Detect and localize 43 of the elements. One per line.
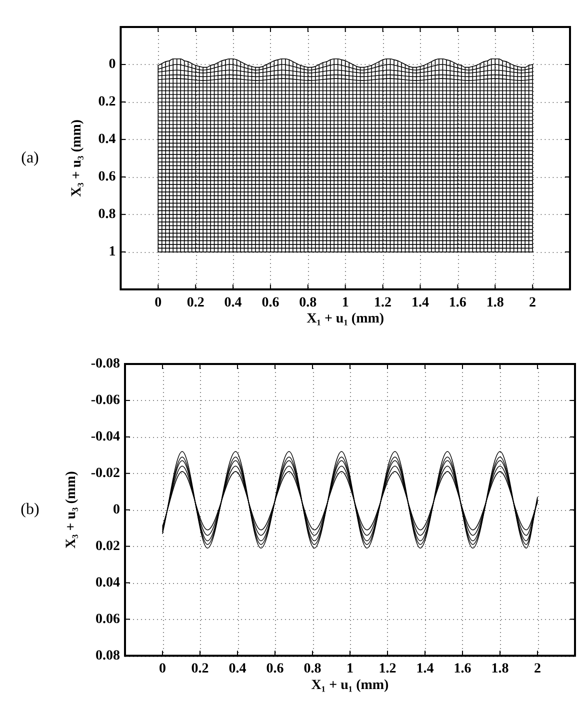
- x-tick-label: 1.4: [416, 662, 434, 677]
- x-tick-label: 2: [534, 662, 541, 677]
- x-tick-label: 0.4: [228, 662, 246, 677]
- y-tick-label: 0.08: [96, 648, 120, 664]
- y-tick-label: 0.6: [98, 170, 116, 185]
- x-tick-label: 1.8: [491, 662, 509, 677]
- x-tick-label: 1.4: [411, 295, 429, 310]
- y-tick-label: 0.4: [98, 132, 116, 148]
- y-tick-label: -0.06: [90, 393, 120, 408]
- x-tick-label: 1.2: [378, 662, 396, 677]
- x-tick-label: 0.8: [299, 295, 317, 310]
- y-tick-label: -0.04: [90, 430, 120, 445]
- x-tick-label: 1: [346, 662, 354, 677]
- x-tick-label: 0.2: [191, 662, 209, 677]
- x-tick-label: 0.6: [266, 662, 284, 677]
- x-axis-title: X₁ + u₁ (mm): [306, 312, 384, 327]
- x-tick-label: 2: [529, 295, 536, 310]
- y-tick-label: 0.02: [96, 538, 120, 554]
- y-tick-label: 0.06: [96, 612, 120, 627]
- x-tick-label: 0: [154, 295, 162, 310]
- y-axis-title: X₃ + u₃ (mm): [70, 119, 85, 197]
- text: (a): [21, 149, 39, 166]
- y-tick-label: 0: [113, 502, 120, 518]
- x-tick-label: 1.6: [448, 295, 466, 310]
- x-axis-title: X₁ + u₁ (mm): [311, 678, 390, 693]
- y-axis-title: X₃ + u₃ (mm): [64, 470, 80, 549]
- y-tick-label: 0.2: [98, 94, 116, 110]
- x-tick-label: 0: [159, 662, 166, 677]
- y-tick-label: 0: [108, 57, 116, 72]
- x-tick-label: 0.2: [186, 295, 204, 310]
- x-tick-label: 0.6: [262, 295, 280, 310]
- y-tick-label: -0.08: [90, 356, 120, 372]
- y-tick-label: 0.8: [98, 207, 116, 222]
- y-tick-label: -0.02: [90, 466, 120, 481]
- x-tick-label: 1.8: [486, 295, 504, 310]
- x-tick-label: 1.2: [374, 295, 392, 310]
- x-tick-label: 0.8: [304, 662, 322, 677]
- text: (b): [20, 501, 40, 518]
- y-tick-label: 0.04: [96, 575, 120, 590]
- x-tick-label: 1: [342, 295, 349, 310]
- x-tick-label: 1.6: [454, 662, 472, 677]
- y-tick-label: 1: [108, 244, 116, 260]
- x-tick-label: 0.4: [224, 295, 242, 310]
